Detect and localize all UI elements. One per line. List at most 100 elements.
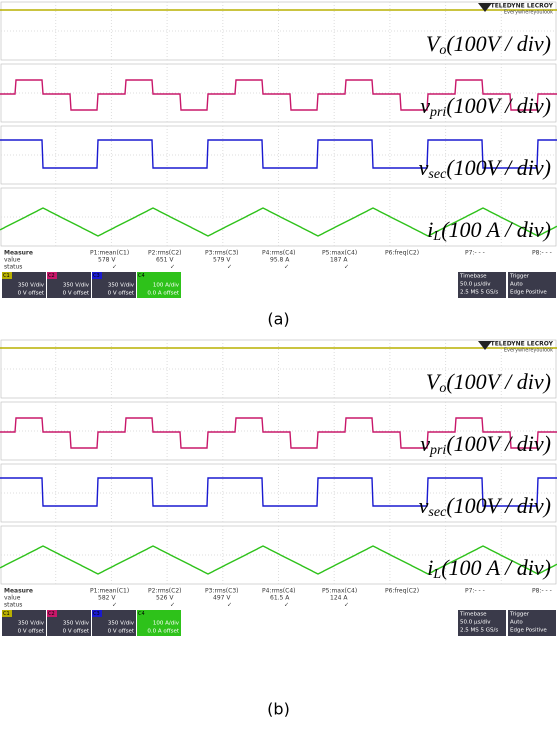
channel-offset: 0 V offset: [18, 291, 45, 297]
measure-value: 497 V: [213, 595, 231, 602]
measure-status: ✓: [284, 264, 289, 271]
measure-header: P4:rms(C4): [262, 588, 295, 595]
channel-name: C1: [3, 273, 10, 279]
trigger-text: Auto: [510, 620, 523, 626]
measure-status: status: [4, 264, 22, 271]
measure-header: P2:rms(C2): [148, 588, 181, 595]
scope-panel: Vo(100V / div)vpri(100V / div)vsec(100V …: [0, 340, 557, 636]
measure-value: 582 V: [98, 595, 116, 602]
trace-label-part: v: [419, 155, 429, 180]
trace-label: iL(100 A / div): [427, 555, 551, 582]
measure-header: P6:freq(C2): [385, 250, 419, 257]
measure-value: 61.5 A: [270, 595, 290, 602]
trace-label-part: o: [439, 381, 446, 396]
caption: (b): [267, 700, 290, 719]
channel-name: C1: [3, 611, 10, 617]
brand: TELEDYNE LECROY: [491, 341, 554, 348]
measure-header: P8:- - -: [532, 250, 552, 257]
measure-header: Measure: [4, 250, 33, 257]
measure-header: P3:rms(C3): [205, 250, 238, 257]
timebase-text: 50.0 µs/div: [460, 282, 491, 288]
measure-value: value: [4, 257, 21, 264]
channel-scale: 350 V/div: [18, 621, 45, 627]
caption: (a): [267, 310, 289, 329]
measure-status: ✓: [227, 264, 232, 271]
measure-status: ✓: [170, 602, 175, 609]
channel-name: C3: [93, 273, 100, 279]
trace-label-part: sec: [428, 167, 447, 182]
trace-label-part: L: [432, 229, 441, 244]
measure-value: 124 A: [330, 595, 348, 602]
trigger-text: Trigger: [509, 612, 530, 618]
brand: TELEDYNE LECROY: [491, 3, 554, 10]
measure-status: status: [4, 602, 22, 609]
tagline: Everywhereyoulook: [504, 348, 553, 354]
channel-offset: 0 V offset: [108, 629, 135, 635]
trace-label-part: v: [419, 493, 429, 518]
measure-status: ✓: [170, 264, 175, 271]
channel-scale: 100 A/div: [153, 283, 180, 289]
measure-header: Measure: [4, 588, 33, 595]
channel-scale: 350 V/div: [108, 283, 135, 289]
measure-status: ✓: [112, 264, 117, 271]
trigger-text: Edge Positive: [510, 290, 547, 296]
trace-label-part: (100V / div): [446, 369, 551, 394]
measure-status: ✓: [112, 602, 117, 609]
channel-scale: 350 V/div: [63, 283, 90, 289]
measure-header: P8:- - -: [532, 588, 552, 595]
channel-scale: 350 V/div: [18, 283, 45, 289]
trace-label-part: (100V / div): [446, 31, 551, 56]
trace-label-part: (100 A / div): [441, 555, 551, 580]
trace-label-part: pri: [429, 105, 446, 120]
channel-offset: 0 V offset: [63, 291, 90, 297]
measure-header: P6:freq(C2): [385, 588, 419, 595]
measure-header: P3:rms(C3): [205, 588, 238, 595]
measure-header: P5:max(C4): [322, 250, 357, 257]
trace-label-part: pri: [429, 443, 446, 458]
measure-status: ✓: [344, 264, 349, 271]
channel-scale: 350 V/div: [63, 621, 90, 627]
channel-offset: 0 V offset: [18, 629, 45, 635]
trace-label-part: o: [439, 43, 446, 58]
trigger-text: Trigger: [509, 274, 530, 280]
timebase-text: 2.5 MS 5 GS/s: [460, 290, 498, 296]
channel-name: C2: [48, 273, 55, 279]
channel-name: C4: [138, 273, 145, 279]
trace-label: iL(100 A / div): [427, 217, 551, 244]
figure: Vo(100V / div)vpri(100V / div)vsec(100V …: [0, 0, 557, 726]
trace-label-part: v: [420, 93, 430, 118]
channel-offset: 0.0 A offset: [147, 291, 179, 297]
measure-header: P4:rms(C4): [262, 250, 295, 257]
trace-label-part: (100V / div): [446, 93, 551, 118]
measure-value: 579 V: [213, 257, 231, 264]
channel-name: C3: [93, 611, 100, 617]
measure-status: ✓: [227, 602, 232, 609]
channel-name: C4: [138, 611, 145, 617]
measure-header: P7:- - -: [465, 250, 485, 257]
channel-scale: 350 V/div: [108, 621, 135, 627]
trace-label-part: L: [432, 567, 441, 582]
measure-header: P2:rms(C2): [148, 250, 181, 257]
trace-label-part: (100V / div): [446, 493, 551, 518]
trace-label-part: (100V / div): [446, 431, 551, 456]
measure-value: 526 V: [156, 595, 174, 602]
measure-status: ✓: [284, 602, 289, 609]
trace-label-part: (100V / div): [446, 155, 551, 180]
channel-offset: 0.0 A offset: [147, 629, 179, 635]
timebase-text: Timebase: [459, 274, 487, 280]
scope-panel: Vo(100V / div)vpri(100V / div)vsec(100V …: [0, 2, 557, 298]
channel-offset: 0 V offset: [63, 629, 90, 635]
measure-header: P5:max(C4): [322, 588, 357, 595]
channel-scale: 100 A/div: [153, 621, 180, 627]
timebase-text: 50.0 µs/div: [460, 620, 491, 626]
timebase-text: 2.5 MS 5 GS/s: [460, 628, 498, 634]
trace-label-part: sec: [428, 505, 447, 520]
trace-label-part: (100 A / div): [441, 217, 551, 242]
measure-value: value: [4, 595, 21, 602]
trigger-text: Edge Positive: [510, 628, 547, 634]
measure-header: P1:mean(C1): [90, 588, 129, 595]
measure-status: ✓: [344, 602, 349, 609]
timebase-text: Timebase: [459, 612, 487, 618]
channel-name: C2: [48, 611, 55, 617]
measure-value: 187 A: [330, 257, 348, 264]
